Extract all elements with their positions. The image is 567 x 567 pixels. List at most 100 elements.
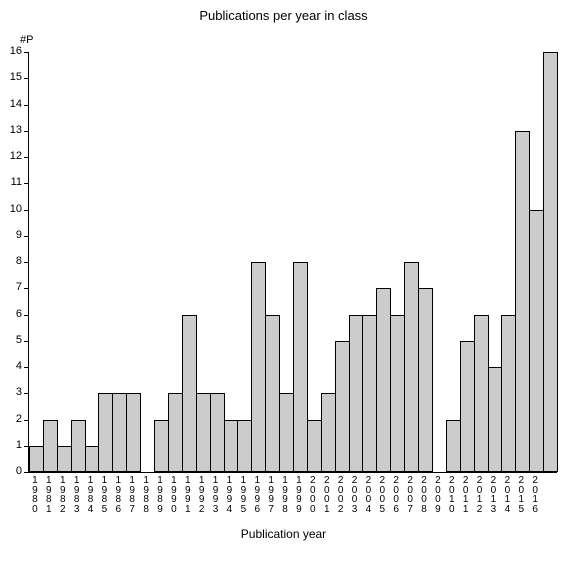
- y-tick-label: 14: [0, 99, 22, 110]
- x-tick-label: 1992: [195, 476, 209, 514]
- bar: [98, 393, 113, 472]
- bar: [85, 446, 100, 472]
- x-tick-label: 1997: [264, 476, 278, 514]
- x-tick-label: 1986: [111, 476, 125, 514]
- x-tick-label: 1990: [167, 476, 181, 514]
- bar: [182, 315, 197, 473]
- chart-container: Publications per year in class #P 0 1 2 3 4 5…: [0, 0, 567, 567]
- plot-area: [28, 52, 557, 473]
- bar: [529, 210, 544, 473]
- y-tick-label: 13: [0, 125, 22, 136]
- y-tick: [24, 367, 28, 368]
- y-tick-label: 0: [0, 466, 22, 477]
- bar: [265, 315, 280, 473]
- y-tick: [24, 420, 28, 421]
- x-tick-label: 2012: [473, 476, 487, 514]
- bar: [307, 420, 322, 473]
- bar: [279, 393, 294, 472]
- bar: [404, 262, 419, 472]
- x-tick-label: 1985: [97, 476, 111, 514]
- x-tick-label: 2001: [320, 476, 334, 514]
- y-tick: [24, 105, 28, 106]
- x-tick-label: 1996: [250, 476, 264, 514]
- bar: [196, 393, 211, 472]
- bar: [390, 315, 405, 473]
- y-tick-label: 16: [0, 46, 22, 57]
- y-tick: [24, 183, 28, 184]
- bar: [251, 262, 266, 472]
- y-tick: [24, 210, 28, 211]
- bar: [515, 131, 530, 472]
- bar: [43, 420, 58, 473]
- y-tick-label: 7: [0, 282, 22, 293]
- y-tick-label: 3: [0, 387, 22, 398]
- x-tick-label: 1984: [84, 476, 98, 514]
- x-tick-label: 1989: [153, 476, 167, 514]
- bar: [210, 393, 225, 472]
- bar: [57, 446, 72, 472]
- bar: [376, 288, 391, 472]
- x-axis-title: Publication year: [0, 527, 567, 541]
- x-tick-label: 2009: [431, 476, 445, 514]
- x-tick-label: 1998: [278, 476, 292, 514]
- x-tick-label: 2011: [459, 476, 473, 514]
- bar: [335, 341, 350, 472]
- bar: [71, 420, 86, 473]
- x-tick-label: 2005: [375, 476, 389, 514]
- bar: [154, 420, 169, 473]
- bar: [112, 393, 127, 472]
- bar: [126, 393, 141, 472]
- y-tick: [24, 393, 28, 394]
- y-tick: [24, 446, 28, 447]
- x-tick-label: 2006: [389, 476, 403, 514]
- bar: [29, 446, 44, 472]
- y-tick: [24, 315, 28, 316]
- x-tick-label: 1982: [56, 476, 70, 514]
- x-tick-label: 2008: [417, 476, 431, 514]
- y-tick: [24, 341, 28, 342]
- bar: [460, 341, 475, 472]
- y-tick: [24, 157, 28, 158]
- bar: [224, 420, 239, 473]
- y-tick: [24, 52, 28, 53]
- bar: [418, 288, 433, 472]
- bar: [446, 420, 461, 473]
- y-tick-label: 2: [0, 414, 22, 425]
- bar: [168, 393, 183, 472]
- x-tick-label: 1987: [125, 476, 139, 514]
- bar: [474, 315, 489, 473]
- y-tick-label: 1: [0, 440, 22, 451]
- x-tick-label: 2002: [334, 476, 348, 514]
- x-tick-label: 1993: [209, 476, 223, 514]
- x-tick-label: 2014: [500, 476, 514, 514]
- bar: [237, 420, 252, 473]
- bar: [488, 367, 503, 472]
- y-tick-label: 10: [0, 204, 22, 215]
- bar: [321, 393, 336, 472]
- y-axis-label: #P: [20, 34, 33, 46]
- bar: [501, 315, 516, 473]
- x-tick-label: 1995: [236, 476, 250, 514]
- y-tick-label: 9: [0, 230, 22, 241]
- x-tick-label: 1994: [223, 476, 237, 514]
- x-tick-label: 2000: [306, 476, 320, 514]
- y-tick: [24, 131, 28, 132]
- y-tick: [24, 472, 28, 473]
- x-tick-label: 2016: [528, 476, 542, 514]
- y-tick: [24, 236, 28, 237]
- y-tick: [24, 78, 28, 79]
- x-tick-label: 1999: [292, 476, 306, 514]
- y-tick-label: 5: [0, 335, 22, 346]
- x-tick-label: 2013: [487, 476, 501, 514]
- y-tick-label: 6: [0, 309, 22, 320]
- x-tick-label: 2003: [348, 476, 362, 514]
- x-tick-label: 1981: [42, 476, 56, 514]
- y-tick-label: 15: [0, 72, 22, 83]
- y-tick-label: 8: [0, 256, 22, 267]
- x-tick-label: 2007: [403, 476, 417, 514]
- x-tick-label: 1980: [28, 476, 42, 514]
- bar: [362, 315, 377, 473]
- chart-title: Publications per year in class: [0, 0, 567, 23]
- bar: [543, 52, 558, 472]
- y-tick-label: 4: [0, 361, 22, 372]
